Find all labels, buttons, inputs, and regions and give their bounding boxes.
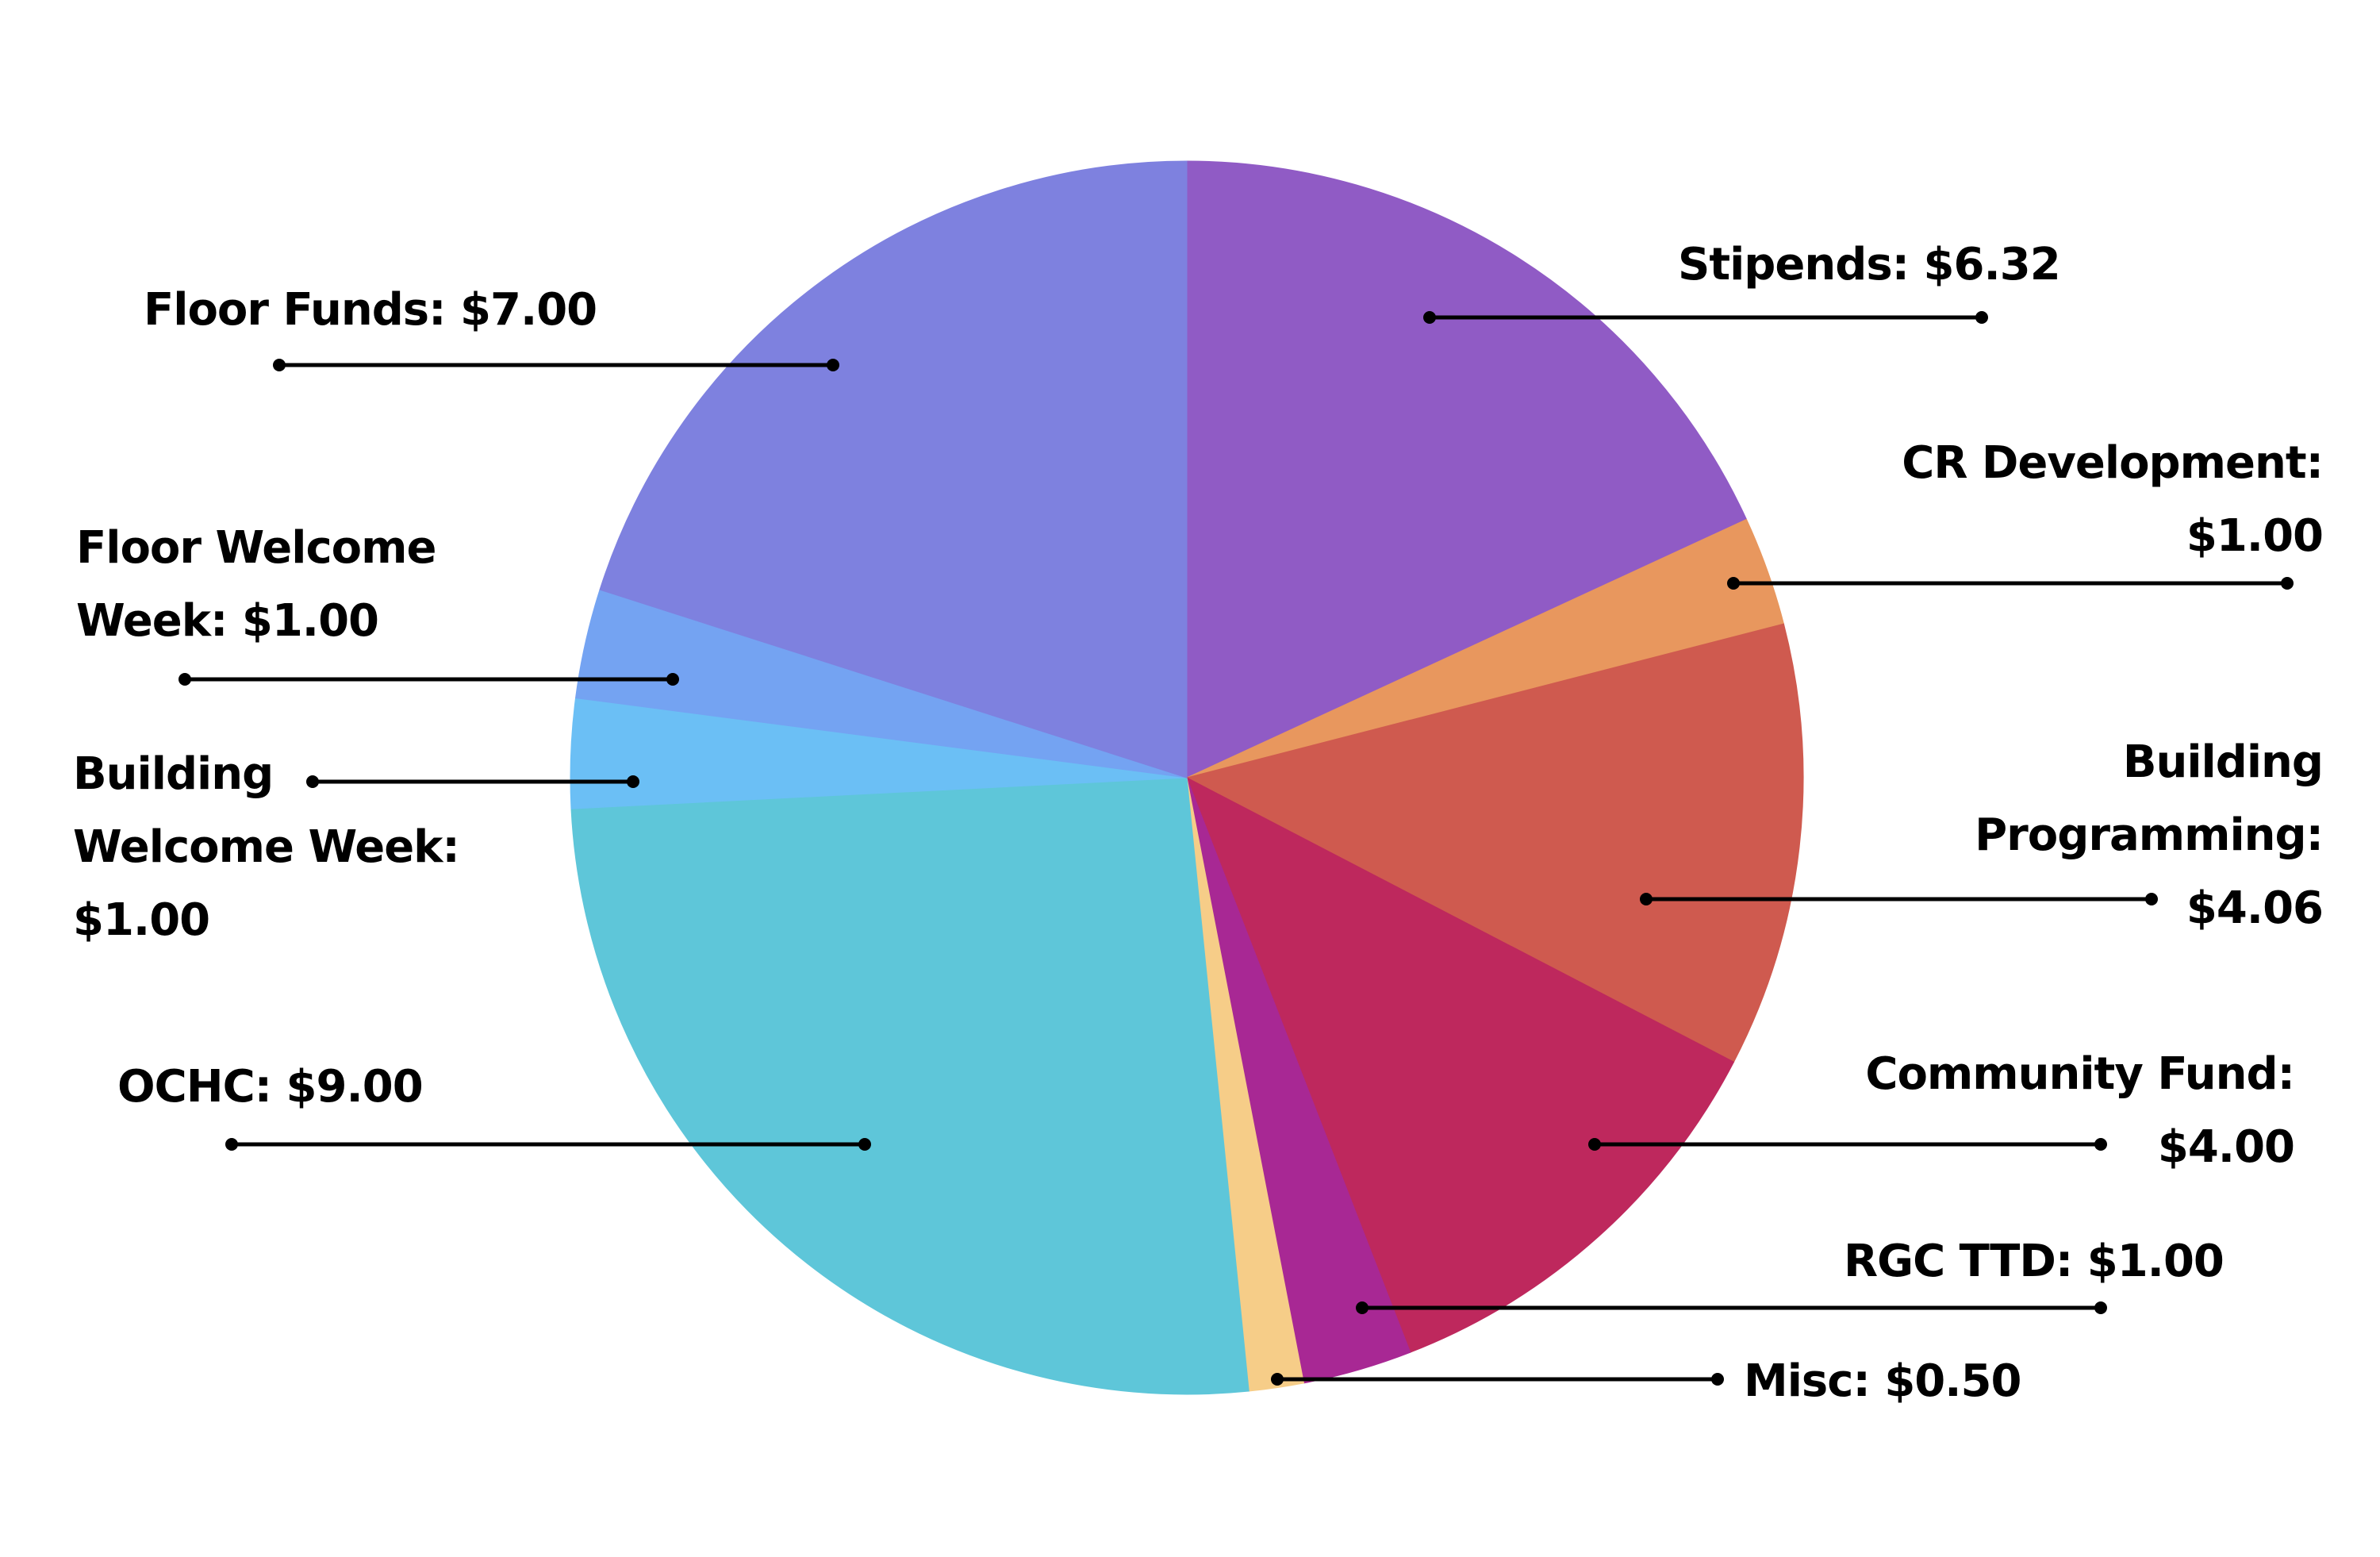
pie-slice-stipends xyxy=(1186,160,1748,778)
leader-dot-icon xyxy=(2094,1138,2107,1151)
leader-dot-icon xyxy=(1640,893,1653,905)
leader-dot-icon xyxy=(858,1138,871,1151)
label-cr-development: CR Development: $1.00 xyxy=(1902,427,2324,573)
label-building-programming-line1: Building xyxy=(2122,736,2324,788)
pie-slice-community-fund xyxy=(1186,776,1735,1353)
leader-dot-icon xyxy=(1423,311,1436,324)
label-cr-development-line1: CR Development: xyxy=(1902,437,2324,489)
label-community-fund-line1: Community Fund: xyxy=(1865,1048,2295,1100)
label-stipends: Stipends: $6.32 xyxy=(1678,229,2061,302)
label-ochc-line1: OCHC: $9.00 xyxy=(117,1061,424,1113)
pie-slices xyxy=(570,160,1804,1395)
label-building-welcome-week: Building Welcome Week: $1.00 xyxy=(73,738,460,957)
label-floor-welcome-week-line1: Floor Welcome xyxy=(76,522,436,574)
leader-dot-icon xyxy=(2145,893,2158,905)
label-building-welcome-week-line1: Building xyxy=(73,748,274,800)
label-community-fund-line2: $4.00 xyxy=(2157,1121,2295,1173)
leader-dot-icon xyxy=(306,775,319,788)
label-cr-development-line2: $1.00 xyxy=(2186,510,2324,562)
leader-dot-icon xyxy=(1271,1373,1284,1386)
leader-dot-icon xyxy=(178,673,191,686)
label-building-welcome-week-line2: Welcome Week: xyxy=(73,821,460,873)
leader-dot-icon xyxy=(1711,1373,1724,1386)
leader-dot-icon xyxy=(627,775,639,788)
leader-dot-icon xyxy=(1356,1301,1368,1314)
leader-dot-icon xyxy=(273,359,286,371)
leader-dot-icon xyxy=(2281,577,2294,590)
label-floor-welcome-week: Floor Welcome Week: $1.00 xyxy=(76,512,436,658)
leader-dot-icon xyxy=(1975,311,1988,324)
label-floor-welcome-week-line2: Week: $1.00 xyxy=(76,595,379,647)
leader-lines xyxy=(178,311,2294,1386)
label-rgc-ttd-line1: RGC TTD: $1.00 xyxy=(1844,1236,2225,1287)
label-community-fund: Community Fund: $4.00 xyxy=(1865,1038,2295,1184)
pie-slice-floor-funds xyxy=(599,160,1188,778)
label-floor-funds-line1: Floor Funds: $7.00 xyxy=(144,284,597,336)
label-building-programming-line3: $4.06 xyxy=(2186,882,2324,934)
label-building-programming: Building Programming: $4.06 xyxy=(1975,726,2324,945)
label-misc-line1: Misc: $0.50 xyxy=(1744,1355,2021,1407)
label-building-welcome-week-line3: $1.00 xyxy=(73,894,210,946)
label-misc: Misc: $0.50 xyxy=(1744,1345,2021,1418)
leader-dot-icon xyxy=(225,1138,238,1151)
leader-dot-icon xyxy=(666,673,679,686)
leader-dot-icon xyxy=(827,359,839,371)
label-building-programming-line2: Programming: xyxy=(1975,809,2324,861)
label-ochc: OCHC: $9.00 xyxy=(117,1051,424,1124)
leader-dot-icon xyxy=(1588,1138,1601,1151)
pie-slice-ochc xyxy=(570,777,1250,1395)
label-rgc-ttd: RGC TTD: $1.00 xyxy=(1844,1225,2225,1298)
leader-dot-icon xyxy=(2094,1301,2107,1314)
label-floor-funds: Floor Funds: $7.00 xyxy=(144,274,597,347)
label-stipends-line1: Stipends: $6.32 xyxy=(1678,239,2061,290)
leader-dot-icon xyxy=(1727,577,1740,590)
pie-slice-building-programming xyxy=(1185,623,1804,1063)
